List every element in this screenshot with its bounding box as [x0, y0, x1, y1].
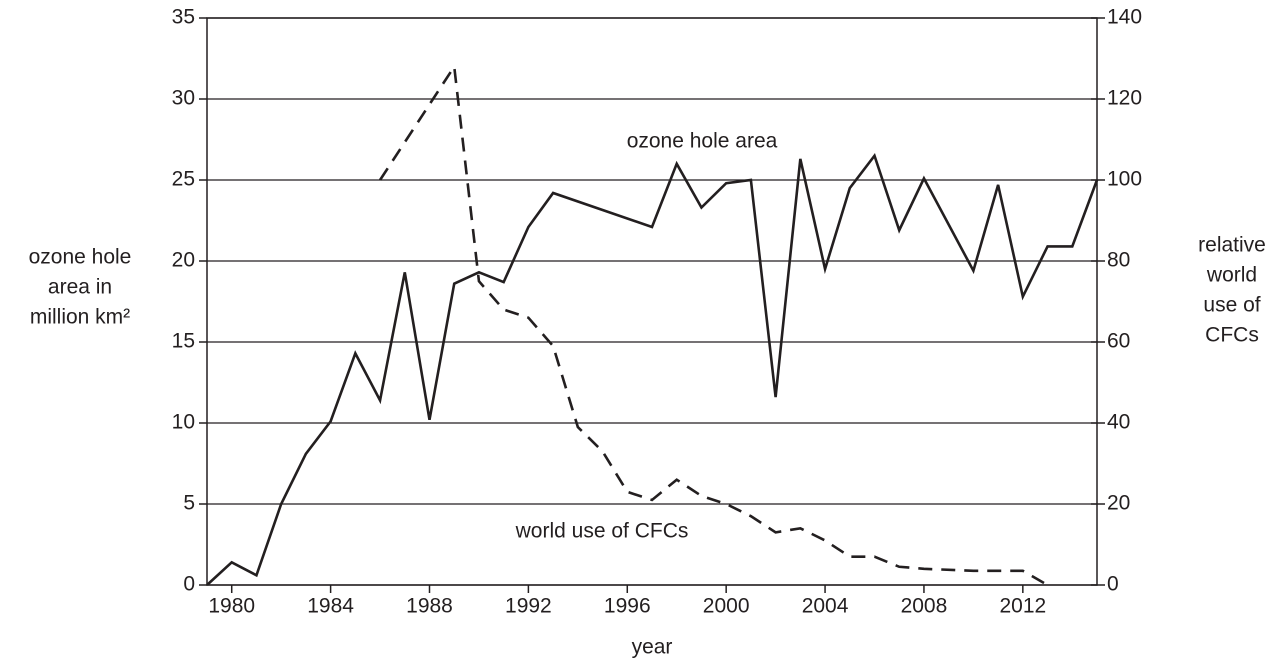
x-tick-label: 2000 [703, 595, 750, 618]
y2-tick-label: 140 [1107, 6, 1142, 29]
y2-tick-label: 40 [1107, 411, 1130, 434]
y2-tick-label: 20 [1107, 492, 1130, 515]
x-tick-label: 2008 [901, 595, 948, 618]
y-tick-label: 10 [172, 411, 195, 434]
y2-axis-label: world [1206, 264, 1257, 287]
x-tick-label: 1996 [604, 595, 651, 618]
y-axis-label: ozone hole [29, 246, 132, 269]
y-tick-label: 15 [172, 330, 195, 353]
y2-tick-label: 0 [1107, 573, 1119, 596]
y2-axis-label: CFCs [1205, 324, 1259, 347]
plot-frame [206, 17, 1098, 586]
y2-tick-label: 120 [1107, 87, 1142, 110]
y-axis-label: million km² [30, 306, 130, 329]
annotation: world use of CFCs [515, 520, 689, 543]
annotation: ozone hole area [627, 130, 778, 153]
y-tick-label: 35 [172, 6, 195, 29]
y2-tick-label: 80 [1107, 249, 1130, 272]
x-axis-label: year [632, 636, 673, 659]
y2-tick-label: 60 [1107, 330, 1130, 353]
y-tick-label: 20 [172, 249, 195, 272]
x-tick-label: 1992 [505, 595, 552, 618]
x-tick-label: 1984 [307, 595, 354, 618]
y-tick-label: 5 [183, 492, 195, 515]
series-line [206, 152, 1099, 586]
y-tick-label: 30 [172, 87, 195, 110]
y-tick-label: 0 [183, 573, 195, 596]
x-tick-label: 2004 [802, 595, 849, 618]
y2-tick-label: 100 [1107, 168, 1142, 191]
y-tick-label: 25 [172, 168, 195, 191]
x-tick-label: 2012 [999, 595, 1046, 618]
y2-axis-label: use of [1203, 294, 1260, 317]
y2-axis-label: relative [1198, 234, 1266, 257]
series-line [378, 62, 1049, 587]
x-tick-label: 1988 [406, 595, 453, 618]
y-axis-label: area in [48, 276, 112, 299]
x-tick-label: 1980 [208, 595, 255, 618]
